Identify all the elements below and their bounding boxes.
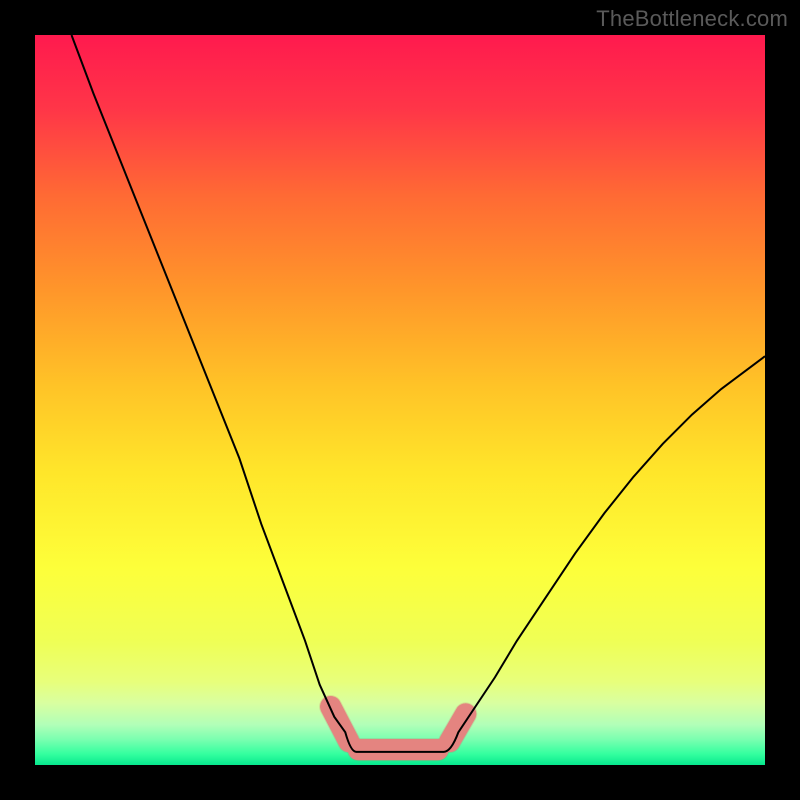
bottleneck-chart (0, 0, 800, 800)
chart-container: TheBottleneck.com (0, 0, 800, 800)
gradient-background (35, 35, 765, 765)
watermark-text: TheBottleneck.com (596, 6, 788, 32)
